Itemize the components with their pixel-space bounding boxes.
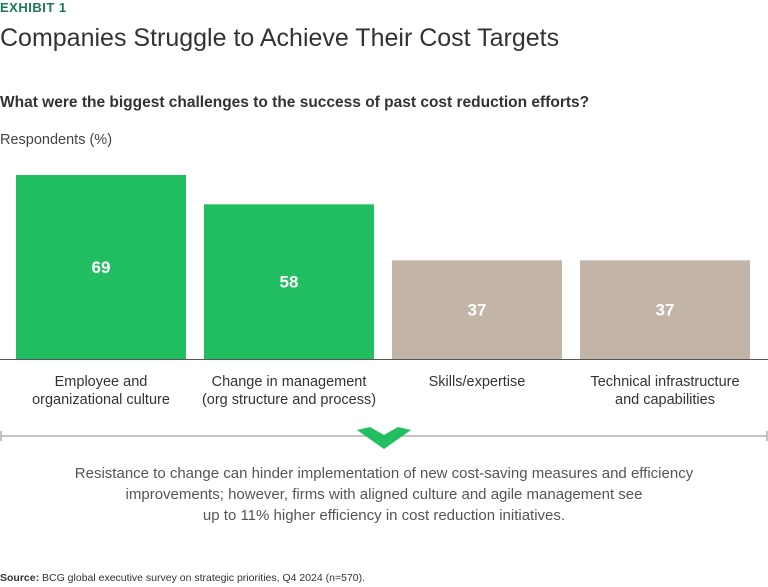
chart-title: Companies Struggle to Achieve Their Cost… <box>0 24 560 52</box>
bar <box>16 175 186 359</box>
chart-question: What were the biggest challenges to the … <box>0 94 590 111</box>
category-label: Employee and <box>55 374 148 390</box>
divider <box>0 427 768 449</box>
category-label: (org structure and process) <box>202 392 376 408</box>
caption: Resistance to change can hinder implemen… <box>0 463 768 526</box>
caption-line: improvements; however, firms with aligne… <box>125 486 643 503</box>
bar <box>204 204 374 359</box>
bar-value-label: 37 <box>656 301 675 320</box>
category-label: organizational culture <box>32 392 170 408</box>
caption-line: Resistance to change can hinder implemen… <box>74 465 694 482</box>
category-label: and capabilities <box>615 392 715 408</box>
source-label: Source: <box>0 572 40 584</box>
bar-chart: 69 Employee and organizational culture 58 Ch… <box>0 175 768 408</box>
exhibit-label: EXHIBIT 1 <box>0 0 67 15</box>
y-axis-label: Respondents (%) <box>0 132 113 148</box>
bar <box>392 260 562 359</box>
category-label: Change in management <box>212 374 367 390</box>
bar-value-label: 58 <box>280 273 299 292</box>
source-text: BCG global executive survey on strategic… <box>42 572 366 584</box>
source-note: Source: BCG global executive survey on s… <box>0 572 365 584</box>
caption-line: up to 11% higher efficiency in cost redu… <box>202 507 566 524</box>
bar <box>580 260 750 359</box>
chevron-down-icon <box>357 427 411 449</box>
category-label: Skills/expertise <box>429 374 526 390</box>
bar-value-label: 37 <box>468 301 487 320</box>
category-label: Technical infrastructure <box>590 374 739 390</box>
bar-value-label: 69 <box>92 258 111 277</box>
